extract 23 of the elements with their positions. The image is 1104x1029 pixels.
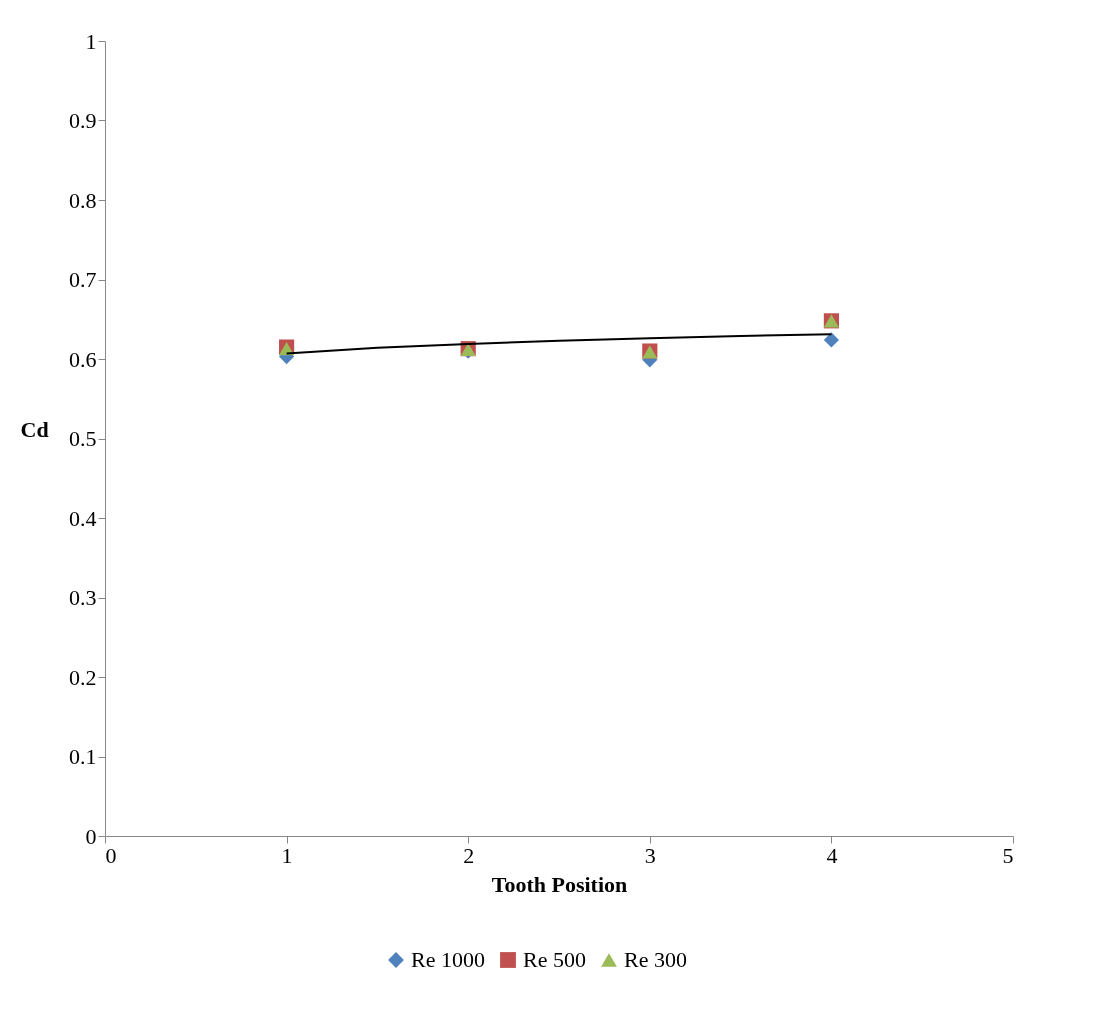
legend-label: Re 500 xyxy=(523,947,586,972)
y-tick-label: 0.7 xyxy=(69,267,97,292)
x-tick-label: 5 xyxy=(1002,842,1014,868)
y-tick-label: 0.1 xyxy=(69,744,97,769)
y-tick-label: 0.9 xyxy=(69,108,97,133)
x-tick-label: 3 xyxy=(644,842,656,868)
y-tick-label: 0 xyxy=(85,823,97,849)
y-tick-label: 0.4 xyxy=(69,505,97,531)
x-tick-label: 1 xyxy=(281,842,293,868)
x-tick-label: 4 xyxy=(826,842,838,868)
y-tick-label: 0.8 xyxy=(69,187,97,213)
y-tick-label: 0.6 xyxy=(69,346,97,372)
y-tick-label: 0.2 xyxy=(69,664,97,690)
x-tick-label: 2 xyxy=(463,842,475,868)
y-tick-label: 0.5 xyxy=(69,426,97,451)
y-tick-label: 0.3 xyxy=(69,585,97,610)
legend-label: Re 300 xyxy=(624,947,687,972)
y-axis-title: Cd xyxy=(20,416,49,442)
point xyxy=(823,332,839,348)
legend-label: Re 1000 xyxy=(411,947,485,972)
x-tick-label: 0 xyxy=(105,842,117,868)
y-tick-label: 1 xyxy=(85,28,97,54)
x-axis-title: Tooth Position xyxy=(491,871,628,897)
